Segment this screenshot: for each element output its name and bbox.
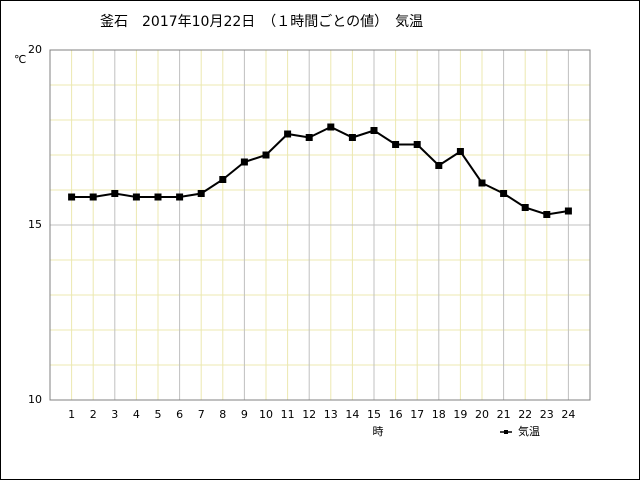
point-marker bbox=[564, 207, 572, 215]
point-marker bbox=[392, 141, 400, 148]
x-tick-label: 14 bbox=[345, 408, 359, 421]
x-tick-label: 10 bbox=[259, 408, 273, 421]
point-marker bbox=[370, 127, 378, 134]
point-marker bbox=[500, 190, 508, 197]
point-marker bbox=[176, 193, 184, 201]
legend-label: 気温 bbox=[518, 424, 540, 438]
x-tick-label: 1 bbox=[68, 408, 75, 421]
point-marker bbox=[154, 193, 162, 201]
point-marker bbox=[262, 151, 270, 159]
point-marker bbox=[240, 158, 248, 166]
series-line bbox=[71, 125, 569, 216]
x-tick-label: 6 bbox=[176, 408, 183, 421]
x-tick-label: 20 bbox=[475, 408, 489, 421]
point-marker bbox=[197, 190, 205, 197]
x-tick-label: 18 bbox=[432, 408, 446, 421]
y-axis-label: ℃ bbox=[14, 53, 26, 66]
point-marker bbox=[543, 211, 551, 218]
point-marker bbox=[68, 193, 76, 201]
point-marker bbox=[478, 179, 486, 187]
x-axis-label: 時 bbox=[373, 425, 384, 438]
y-tick-label: 20 bbox=[28, 43, 42, 56]
x-tick-label: 13 bbox=[324, 408, 338, 421]
x-tick-label: 19 bbox=[453, 408, 467, 421]
chart-title: 釜石 2017年10月22日 （１時間ごとの値） 気温 bbox=[100, 14, 423, 30]
point-marker bbox=[219, 176, 227, 183]
point-marker bbox=[305, 134, 313, 141]
point-marker bbox=[521, 204, 529, 211]
point-marker bbox=[284, 130, 292, 138]
plot-area bbox=[49, 49, 591, 401]
x-tick-label: 12 bbox=[302, 408, 316, 421]
x-tick-label: 16 bbox=[389, 408, 403, 421]
point-marker bbox=[89, 193, 97, 201]
point-marker bbox=[132, 193, 140, 201]
x-tick-label: 22 bbox=[518, 408, 532, 421]
point-marker bbox=[327, 123, 335, 131]
x-tick-label: 15 bbox=[367, 408, 381, 421]
x-tick-label: 9 bbox=[241, 408, 248, 421]
x-tick-label: 7 bbox=[198, 408, 205, 421]
x-tick-label: 8 bbox=[219, 408, 226, 421]
x-tick-label: 3 bbox=[111, 408, 118, 421]
y-tick-label: 10 bbox=[28, 393, 42, 406]
x-tick-label: 24 bbox=[561, 408, 575, 421]
x-tick-label: 23 bbox=[540, 408, 554, 421]
x-tick-label: 11 bbox=[281, 408, 295, 421]
x-tick-label: 4 bbox=[133, 408, 140, 421]
y-tick-label: 15 bbox=[28, 218, 42, 231]
x-tick-label: 17 bbox=[410, 408, 424, 421]
x-tick-label: 5 bbox=[155, 408, 162, 421]
legend-marker bbox=[504, 430, 508, 434]
x-tick-label: 2 bbox=[90, 408, 97, 421]
point-marker bbox=[413, 141, 421, 148]
point-marker bbox=[435, 162, 443, 169]
point-marker bbox=[348, 134, 356, 141]
x-tick-label: 21 bbox=[497, 408, 511, 421]
point-marker bbox=[456, 148, 464, 155]
point-marker bbox=[111, 190, 119, 197]
